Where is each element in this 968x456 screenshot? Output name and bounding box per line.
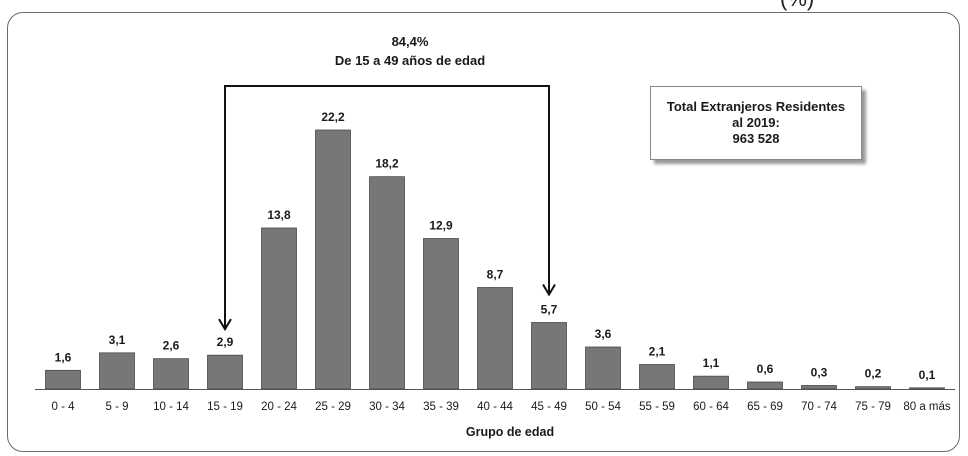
range-description: De 15 a 49 años de edad	[334, 53, 486, 68]
data-label: 2,9	[217, 335, 234, 349]
range-percent: 84,4%	[391, 34, 429, 49]
corner-mark: (%)	[780, 0, 814, 12]
x-tick-label: 65 - 69	[747, 401, 783, 413]
x-tick-label: 45 - 49	[531, 401, 567, 413]
x-tick-label: 55 - 59	[639, 401, 675, 413]
x-tick-label: 0 - 4	[51, 401, 75, 413]
data-label: 0,1	[919, 368, 936, 382]
data-label: 1,1	[703, 356, 720, 370]
bar-60-64	[693, 375, 729, 390]
bar-35-39	[423, 238, 459, 390]
data-label: 8,7	[487, 268, 504, 282]
data-label: 0,3	[811, 366, 828, 380]
data-label: 0,2	[865, 367, 882, 381]
x-tick-label: 50 - 54	[585, 401, 621, 413]
x-tick-label: 30 - 34	[369, 401, 405, 413]
bar-50-54	[585, 346, 621, 390]
data-label: 5,7	[541, 303, 558, 317]
x-tick-label: 60 - 64	[693, 401, 729, 413]
x-tick-label: 75 - 79	[855, 401, 891, 413]
bar-45-49	[531, 322, 567, 390]
bar-40-44	[477, 287, 513, 390]
bar-80amás	[909, 387, 945, 390]
bar-0-4	[45, 369, 81, 390]
x-tick-label: 20 - 24	[261, 401, 297, 413]
x-tick-label: 25 - 29	[315, 401, 351, 413]
bar-30-34	[369, 176, 405, 390]
total-box-line2: al 2019:	[732, 115, 780, 130]
bar-25-29	[315, 129, 351, 390]
total-box-line1: Total Extranjeros Residentes	[666, 99, 846, 114]
bar-15-19	[207, 354, 243, 390]
x-tick-label: 35 - 39	[423, 401, 459, 413]
bracket-arrow-left	[218, 318, 232, 332]
x-tick-label: 15 - 19	[207, 401, 243, 413]
data-label: 2,6	[163, 339, 180, 353]
bar-55-59	[639, 364, 675, 390]
bar-70-74	[801, 385, 837, 390]
data-label: 13,8	[267, 208, 291, 222]
data-label: 22,2	[321, 110, 345, 124]
data-label: 3,1	[109, 333, 126, 347]
data-label: 18,2	[375, 157, 399, 171]
x-tick-label: 40 - 44	[477, 401, 513, 413]
data-label: 12,9	[429, 219, 453, 233]
x-tick-label: 5 - 9	[105, 401, 128, 413]
x-axis-title: Grupo de edad	[466, 425, 554, 439]
bar-75-79	[855, 386, 891, 390]
total-residents-box: Total Extranjeros Residentes al 2019: 96…	[650, 86, 862, 160]
x-tick-label: 80 a más	[903, 401, 951, 413]
data-label: 2,1	[649, 345, 666, 359]
total-box-line3: 963 528	[732, 131, 780, 146]
bar-10-14	[153, 358, 189, 390]
data-label: 0,6	[757, 362, 774, 376]
data-label: 1,6	[55, 350, 72, 364]
bracket-line	[224, 85, 550, 330]
bar-20-24	[261, 227, 297, 390]
bracket-arrow-right	[542, 283, 556, 297]
data-label: 3,6	[595, 327, 612, 341]
bar-5-9	[99, 352, 135, 390]
x-tick-label: 70 - 74	[801, 401, 837, 413]
bar-65-69	[747, 381, 783, 390]
x-tick-label: 10 - 14	[153, 401, 189, 413]
